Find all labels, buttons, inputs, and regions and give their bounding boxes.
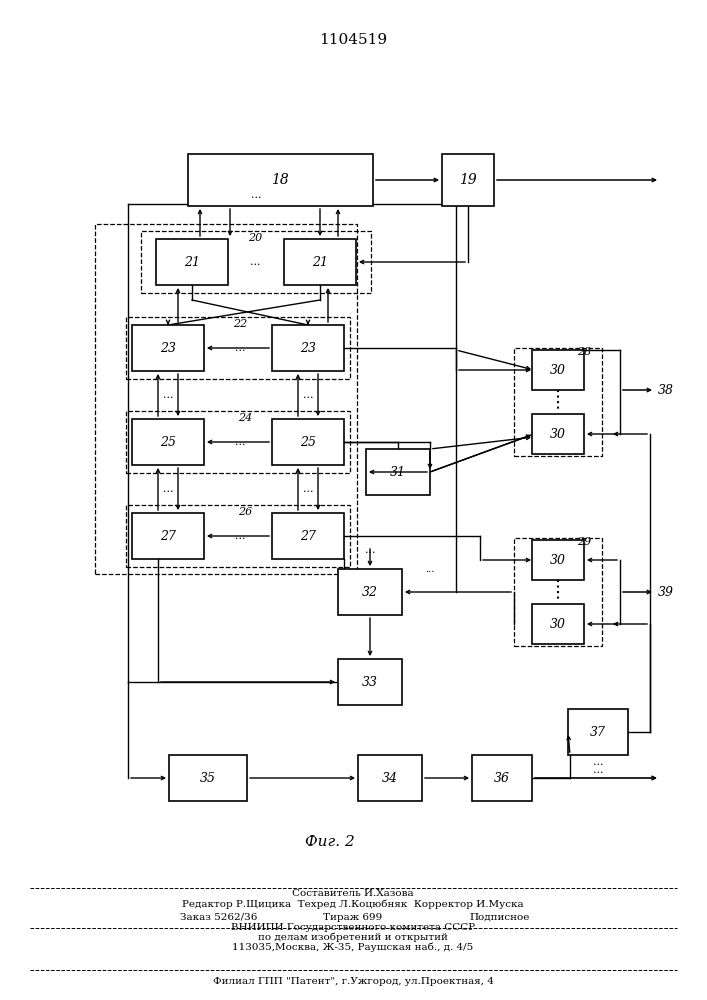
Text: ...: ... xyxy=(235,343,245,353)
Text: 25: 25 xyxy=(160,436,176,448)
Text: 34: 34 xyxy=(382,772,398,784)
Bar xyxy=(95,224,357,574)
Text: 20: 20 xyxy=(248,233,262,243)
Bar xyxy=(472,755,532,801)
Bar xyxy=(126,317,350,379)
Text: 28: 28 xyxy=(577,347,591,357)
Text: ...: ... xyxy=(592,765,603,775)
Bar xyxy=(169,755,247,801)
Bar xyxy=(272,325,344,371)
Bar xyxy=(156,239,228,285)
Text: 18: 18 xyxy=(271,173,289,187)
Text: 31: 31 xyxy=(390,466,406,479)
Bar xyxy=(532,540,584,580)
Text: 29: 29 xyxy=(577,537,591,547)
Text: 24: 24 xyxy=(238,413,252,423)
Text: ...: ... xyxy=(163,484,173,494)
Bar xyxy=(442,154,494,206)
Bar xyxy=(187,154,373,206)
Text: Редактор Р.Щицика  Техред Л.Коцюбняк  Корректор И.Муска: Редактор Р.Щицика Техред Л.Коцюбняк Корр… xyxy=(182,899,524,909)
Text: 22: 22 xyxy=(233,319,247,329)
Text: 25: 25 xyxy=(300,436,316,448)
Text: 21: 21 xyxy=(184,255,200,268)
Text: 23: 23 xyxy=(300,342,316,355)
Text: 30: 30 xyxy=(550,617,566,631)
Bar xyxy=(514,538,602,646)
Bar xyxy=(338,569,402,615)
Text: 30: 30 xyxy=(550,363,566,376)
Bar xyxy=(514,348,602,456)
Bar xyxy=(568,709,628,755)
Text: по делам изобретений и открытий: по делам изобретений и открытий xyxy=(258,932,448,942)
Text: 1104519: 1104519 xyxy=(319,33,387,47)
Bar xyxy=(532,414,584,454)
Text: ...: ... xyxy=(251,190,262,200)
Text: 32: 32 xyxy=(362,585,378,598)
Bar xyxy=(366,449,430,495)
Text: 113035,Москва, Ж-35, Раушская наб., д. 4/5: 113035,Москва, Ж-35, Раушская наб., д. 4… xyxy=(233,942,474,952)
Text: ...: ... xyxy=(303,390,313,400)
Bar xyxy=(532,604,584,644)
Text: 39: 39 xyxy=(658,585,674,598)
Text: 30: 30 xyxy=(550,554,566,566)
Text: Заказ 5262/36: Заказ 5262/36 xyxy=(180,912,257,922)
Bar xyxy=(132,513,204,559)
Text: 27: 27 xyxy=(160,530,176,542)
Text: 30: 30 xyxy=(550,428,566,440)
Text: 23: 23 xyxy=(160,342,176,355)
Text: ...: ... xyxy=(250,257,260,267)
Bar xyxy=(284,239,356,285)
Text: 21: 21 xyxy=(312,255,328,268)
Text: ...: ... xyxy=(365,545,375,555)
Text: 33: 33 xyxy=(362,676,378,688)
Bar xyxy=(132,325,204,371)
Bar xyxy=(141,231,371,293)
Bar xyxy=(126,411,350,473)
Text: 26: 26 xyxy=(238,507,252,517)
Text: ВНИИПИ Государственного комитета СССР: ВНИИПИ Государственного комитета СССР xyxy=(231,922,475,932)
Text: Подписное: Подписное xyxy=(469,912,530,922)
Text: 35: 35 xyxy=(200,772,216,784)
Text: 36: 36 xyxy=(494,772,510,784)
Text: ...: ... xyxy=(426,566,435,574)
Text: 27: 27 xyxy=(300,530,316,542)
Bar xyxy=(272,513,344,559)
Text: 38: 38 xyxy=(658,383,674,396)
Text: Филиал ГПП "Патент", г.Ужгород, ул.Проектная, 4: Филиал ГПП "Патент", г.Ужгород, ул.Проек… xyxy=(213,978,493,986)
Bar xyxy=(338,659,402,705)
Text: 37: 37 xyxy=(590,726,606,738)
Text: 19: 19 xyxy=(459,173,477,187)
Bar xyxy=(126,505,350,567)
Text: ...: ... xyxy=(163,390,173,400)
Text: ...: ... xyxy=(235,531,245,541)
Text: Составитель И.Хазова: Составитель И.Хазова xyxy=(292,890,414,898)
Text: Фиг. 2: Фиг. 2 xyxy=(305,835,355,849)
Bar xyxy=(358,755,422,801)
Bar xyxy=(272,419,344,465)
Text: ...: ... xyxy=(303,484,313,494)
Bar xyxy=(132,419,204,465)
Text: ...: ... xyxy=(235,437,245,447)
Bar xyxy=(532,350,584,390)
Text: Тираж 699: Тираж 699 xyxy=(323,912,382,922)
Text: ...: ... xyxy=(592,757,603,767)
